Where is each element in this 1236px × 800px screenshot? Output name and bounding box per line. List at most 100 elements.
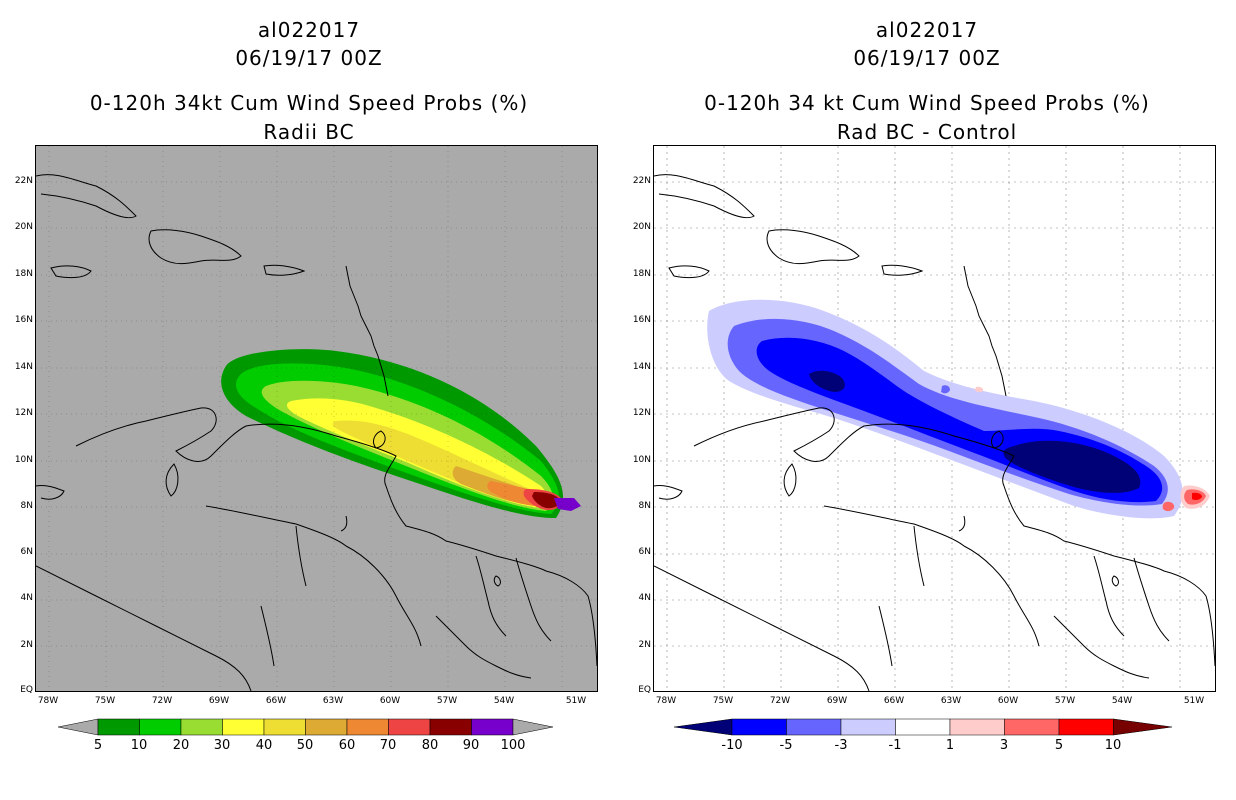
left-lon-72w: 72W (151, 696, 173, 706)
left-prob-swath (221, 349, 581, 518)
left-cb-label-100: 100 (500, 738, 526, 753)
left-panel: al022017 06/19/17 00Z 0-120h 34kt Cum Wi… (14, 18, 598, 753)
right-lon-51w: 51W (1183, 696, 1205, 706)
left-product-title: 0-120h 34kt Cum Wind Speed Probs (%) (89, 91, 529, 115)
right-colorbar-bin-m5-m3 (786, 718, 842, 736)
left-lat-12n: 12N (14, 408, 33, 418)
right-contour-minus10-west (809, 370, 845, 392)
left-lat-6n: 6N (20, 547, 33, 557)
left-colorbar-bin-30-40 (222, 718, 265, 736)
left-cb-label-20: 20 (172, 738, 190, 753)
right-cb-label-m5: -5 (779, 738, 793, 753)
left-map (35, 145, 598, 692)
right-contour-plus-small (1162, 501, 1175, 512)
right-colorbar (674, 718, 1173, 736)
left-colorbar-bin-20-30 (180, 718, 223, 736)
right-colorbar-bin-p3-p5 (1004, 718, 1060, 736)
right-lat-8n: 8N (638, 501, 651, 511)
right-graticule (654, 146, 1215, 691)
left-lon-75w: 75W (94, 696, 116, 706)
right-colorbar-bin-m3-m1 (840, 718, 896, 736)
left-lon-54w: 54W (493, 696, 515, 706)
left-init-time: 06/19/17 00Z (235, 46, 383, 70)
right-contour-minus10-east (1003, 440, 1141, 493)
left-colorbar-bin-10-20 (139, 718, 182, 736)
right-cb-label-p3: 3 (999, 738, 1009, 753)
right-contour-small-blue (941, 385, 950, 394)
right-cb-label-p5: 5 (1054, 738, 1064, 753)
right-contour-plus5 (1192, 492, 1202, 501)
left-colorbar-bin-50-60 (305, 718, 348, 736)
left-experiment-title: Radii BC (263, 120, 355, 144)
right-lat-eq: EQ (638, 685, 651, 695)
right-lon-57w: 57W (1054, 696, 1076, 706)
right-lon-60w: 60W (997, 696, 1019, 706)
left-contour-90 (554, 498, 581, 511)
left-lat-14n: 14N (14, 362, 33, 372)
right-experiment-title: Rad BC - Control (836, 120, 1018, 144)
right-map (653, 145, 1216, 692)
left-lat-16n: 16N (14, 315, 33, 325)
right-contour-small-pink (975, 386, 984, 393)
left-lat-eq: EQ (20, 685, 33, 695)
right-cb-label-p10: 10 (1104, 738, 1122, 753)
left-lon-60w: 60W (379, 696, 401, 706)
right-lat-14n: 14N (632, 362, 651, 372)
left-colorbar (58, 718, 554, 736)
right-lat-16n: 16N (632, 315, 651, 325)
right-lat-10n: 10N (632, 455, 651, 465)
left-colorbar-bin-90-100 (471, 718, 514, 736)
left-lon-66w: 66W (265, 696, 287, 706)
left-lat-8n: 8N (20, 501, 33, 511)
left-lon-69w: 69W (208, 696, 230, 706)
left-cb-label-50: 50 (296, 738, 314, 753)
left-cb-label-60: 60 (338, 738, 356, 753)
right-cb-label-m10: -10 (721, 738, 743, 753)
right-lon-54w: 54W (1111, 696, 1133, 706)
left-cb-label-10: 10 (130, 738, 148, 753)
left-map-svg (36, 146, 597, 691)
left-coastlines (36, 174, 597, 691)
right-colorbar-low-arrow (674, 718, 733, 736)
left-colorbar-bin-40-50 (263, 718, 306, 736)
right-lat-12n: 12N (632, 408, 651, 418)
right-lat-20n: 20N (632, 222, 651, 232)
left-colorbar-bin-70-80 (388, 718, 431, 736)
right-lon-69w: 69W (826, 696, 848, 706)
left-lat-10n: 10N (14, 455, 33, 465)
left-lat-4n: 4N (20, 593, 33, 603)
right-panel: al022017 06/19/17 00Z 0-120h 34 kt Cum W… (618, 0, 1236, 800)
left-colorbar-low-arrow (58, 718, 99, 736)
left-cb-label-70: 70 (379, 738, 397, 753)
right-diff-swath (707, 299, 1210, 519)
right-lon-63w: 63W (940, 696, 962, 706)
left-lon-51w: 51W (565, 696, 587, 706)
left-lon-57w: 57W (436, 696, 458, 706)
right-colorbar-bin-p1-p3 (949, 718, 1005, 736)
left-colorbar-bin-5-10 (97, 718, 140, 736)
left-cb-label-30: 30 (213, 738, 231, 753)
right-lon-78w: 78W (655, 696, 677, 706)
left-colorbar-high-arrow (512, 718, 554, 736)
left-lat-22n: 22N (14, 176, 33, 186)
right-colorbar-bin-m1-p1 (895, 718, 951, 736)
right-storm-id: al022017 (875, 18, 979, 42)
left-cb-label-80: 80 (421, 738, 439, 753)
right-lat-18n: 18N (632, 269, 651, 279)
left-lon-63w: 63W (322, 696, 344, 706)
right-init-time: 06/19/17 00Z (853, 46, 1001, 70)
right-coastlines (654, 174, 1215, 691)
right-lat-4n: 4N (638, 593, 651, 603)
right-map-svg (654, 146, 1215, 691)
right-colorbar-high-arrow (1113, 718, 1173, 736)
left-cb-label-40: 40 (255, 738, 273, 753)
left-colorbar-bin-60-70 (346, 718, 389, 736)
left-contour-80 (532, 492, 560, 509)
right-colorbar-bin-p5-p10 (1058, 718, 1114, 736)
right-lon-66w: 66W (883, 696, 905, 706)
right-lat-2n: 2N (638, 640, 651, 650)
right-colorbar-bin-m10-m5 (731, 718, 787, 736)
left-lat-2n: 2N (20, 640, 33, 650)
right-product-title: 0-120h 34 kt Cum Wind Speed Probs (%) (704, 91, 1150, 115)
right-lat-22n: 22N (632, 176, 651, 186)
